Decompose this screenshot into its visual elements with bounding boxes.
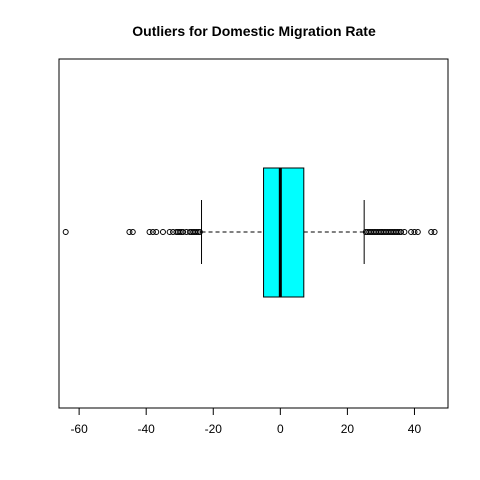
outlier-point xyxy=(414,229,421,235)
x-tick-label: 40 xyxy=(408,422,422,436)
outlier-point xyxy=(129,229,136,235)
iqr-box xyxy=(263,167,305,298)
box-plot xyxy=(201,167,365,298)
x-tick-label: 20 xyxy=(341,422,355,436)
outlier-point xyxy=(153,229,160,235)
outlier-point xyxy=(196,229,203,235)
outlier-point xyxy=(408,229,415,235)
outlier-point xyxy=(401,229,408,235)
x-tick-label: -20 xyxy=(205,422,223,436)
outlier-point xyxy=(166,229,173,235)
outlier-point xyxy=(411,229,418,235)
outlier-point xyxy=(159,229,166,235)
outlier-point xyxy=(193,229,200,235)
chart-title: Outliers for Domestic Migration Rate xyxy=(132,23,376,39)
outlier-point xyxy=(176,229,183,235)
outlier-point xyxy=(126,229,133,235)
outlier-point xyxy=(428,229,435,235)
outlier-point xyxy=(398,229,405,235)
outlier-points xyxy=(62,229,438,235)
x-axis: -60 -40 -20 0 20 40 xyxy=(70,407,422,436)
outlier-point xyxy=(394,229,401,235)
outlier-point xyxy=(146,229,153,235)
x-tick-label: 0 xyxy=(277,422,284,436)
outlier-point xyxy=(195,229,202,235)
outlier-point xyxy=(431,229,438,235)
outlier-point xyxy=(62,229,69,235)
x-tick-label: -60 xyxy=(70,422,88,436)
outlier-point xyxy=(149,229,156,235)
x-tick-label: -40 xyxy=(138,422,156,436)
outlier-point xyxy=(180,229,187,235)
